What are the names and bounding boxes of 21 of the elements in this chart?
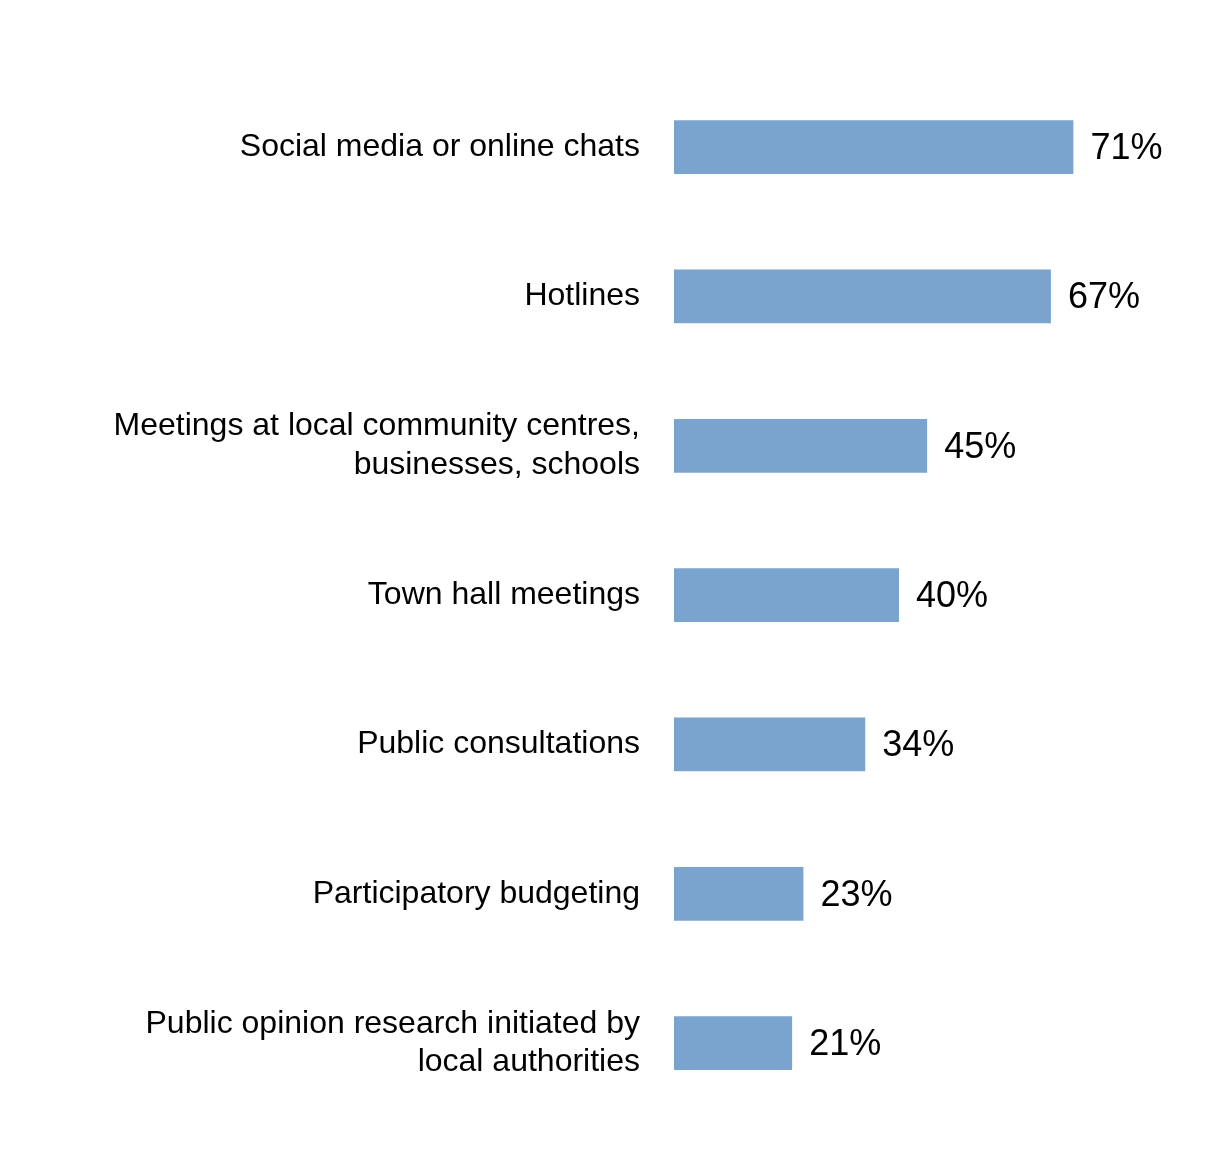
bar bbox=[674, 418, 928, 473]
data-label: 21% bbox=[809, 1022, 882, 1064]
bar bbox=[674, 1016, 793, 1071]
bar bbox=[674, 866, 804, 921]
data-label: 40% bbox=[916, 574, 989, 616]
y-tick-label: Participatory budgeting bbox=[312, 873, 640, 910]
y-tick-label: Public opinion research initiated by local authorities bbox=[145, 1003, 640, 1079]
y-tick-label: Public consultations bbox=[357, 724, 640, 761]
data-label: 23% bbox=[820, 872, 893, 914]
bar bbox=[674, 717, 866, 772]
y-tick-label: Town hall meetings bbox=[367, 574, 640, 611]
bar bbox=[674, 120, 1074, 174]
y-tick-label: Meetings at local community centres, businesses, schools bbox=[113, 406, 640, 481]
data-label: 45% bbox=[944, 424, 1017, 466]
data-label: 67% bbox=[1067, 275, 1140, 317]
bar bbox=[674, 568, 899, 622]
y-tick-label: Hotlines bbox=[524, 276, 640, 313]
data-label: 34% bbox=[882, 723, 955, 765]
bar bbox=[674, 269, 1051, 324]
y-tick-label: Social media or online chats bbox=[239, 126, 640, 163]
data-label: 71% bbox=[1090, 125, 1163, 167]
